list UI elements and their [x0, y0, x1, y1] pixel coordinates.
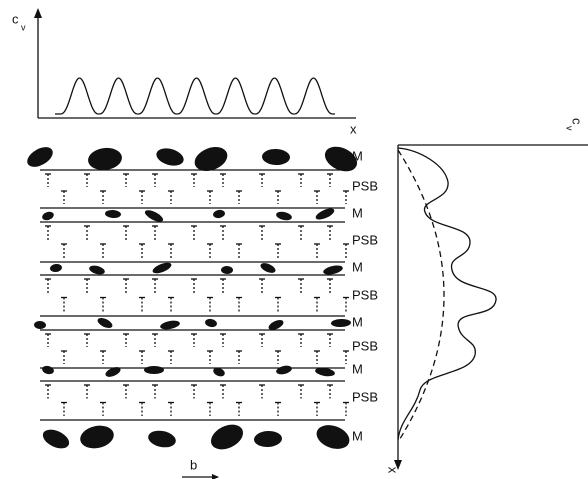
precipitate — [41, 210, 55, 221]
side-curve — [398, 148, 496, 440]
layer-label: PSB — [352, 287, 378, 302]
axis-label-sub: v — [21, 22, 26, 32]
layer-label: M — [352, 148, 363, 163]
precipitate — [322, 264, 343, 276]
layer-label: M — [352, 428, 363, 443]
precipitate — [104, 365, 122, 379]
precipitate — [34, 321, 46, 330]
figure: c v x b x c v M PSB M PSB M PSB M PSB M PSB M — [0, 0, 588, 479]
layer-label: PSB — [352, 232, 378, 247]
precipitate — [275, 210, 292, 221]
precipitate — [24, 143, 56, 171]
precipitate — [41, 365, 55, 376]
side-average — [398, 150, 444, 442]
layer-label: M — [352, 361, 363, 376]
precipitate — [259, 261, 277, 275]
precipitate — [105, 209, 122, 218]
precipitate — [88, 264, 106, 276]
precipitate — [96, 316, 114, 330]
precipitate — [40, 426, 72, 452]
precipitate — [204, 318, 217, 328]
precipitate — [147, 428, 178, 449]
precipitate — [207, 420, 247, 455]
precipitate — [275, 364, 292, 376]
layer-structure — [24, 142, 361, 454]
precipitate — [313, 421, 352, 453]
axis-label-sub: v — [565, 126, 575, 131]
precipitate — [78, 423, 116, 452]
arrowhead — [34, 8, 42, 18]
precipitate — [50, 263, 63, 273]
layer-label: PSB — [352, 178, 378, 193]
precipitate — [212, 209, 225, 219]
axis-label: x — [386, 467, 401, 474]
precipitate — [87, 146, 123, 172]
layer-label: PSB — [352, 338, 378, 353]
axis-label: c — [12, 11, 19, 26]
precipitate — [154, 145, 185, 168]
precipitate — [254, 430, 283, 447]
layer-label: M — [352, 205, 363, 220]
burgers-label: b — [190, 457, 197, 472]
axis-label: c — [570, 118, 585, 125]
layer-label: M — [352, 314, 363, 329]
precipitate — [159, 319, 180, 331]
concentration-curve — [55, 78, 335, 114]
axis-label: x — [350, 121, 357, 136]
precipitate — [221, 266, 233, 274]
precipitate — [331, 319, 351, 328]
layer-label: PSB — [352, 389, 378, 404]
precipitate — [144, 366, 164, 374]
precipitate — [262, 149, 291, 166]
precipitate — [151, 261, 173, 276]
layer-label: M — [352, 259, 363, 274]
